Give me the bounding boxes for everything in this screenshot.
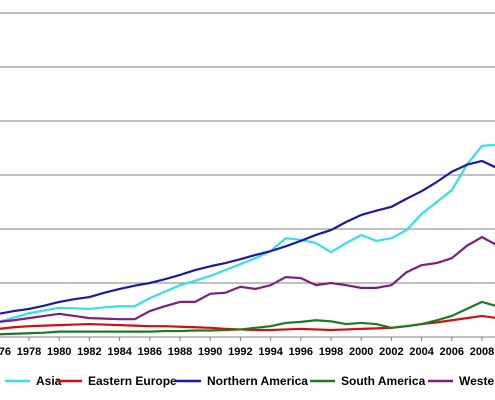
x-tick-label: 1976 — [0, 346, 11, 358]
x-tick-label: 1988 — [168, 346, 192, 358]
legend-label: Asia — [36, 374, 62, 388]
x-tick-label: 1990 — [198, 346, 222, 358]
legend-label: Western Europe — [459, 374, 495, 388]
legend-label: South America — [341, 374, 426, 388]
series-line — [0, 236, 495, 323]
series-line — [0, 300, 495, 336]
x-tick-label: 2002 — [379, 346, 403, 358]
x-tick-label: 1994 — [258, 346, 283, 358]
x-tick-label: 2006 — [440, 346, 464, 358]
x-tick-label: 2000 — [349, 346, 373, 358]
x-tick-label: 2004 — [409, 346, 434, 358]
x-tick-label: 1982 — [77, 346, 101, 358]
x-tick-label: 1984 — [107, 346, 132, 358]
x-tick-label: 1978 — [17, 346, 41, 358]
x-tick-label: 2008 — [470, 346, 494, 358]
x-tick-label: 1996 — [289, 346, 313, 358]
x-tick-label: 1986 — [138, 346, 162, 358]
legend-label: Eastern Europe — [88, 374, 177, 388]
legend: Asia Eastern Europe Northern America South … — [5, 374, 495, 388]
x-tick-label: 1998 — [319, 346, 343, 358]
x-tick-label: 1992 — [228, 346, 252, 358]
series-line — [0, 159, 495, 315]
series-line — [0, 143, 495, 323]
x-tick-label: 1980 — [47, 346, 71, 358]
legend-label: Northern America — [207, 374, 308, 388]
